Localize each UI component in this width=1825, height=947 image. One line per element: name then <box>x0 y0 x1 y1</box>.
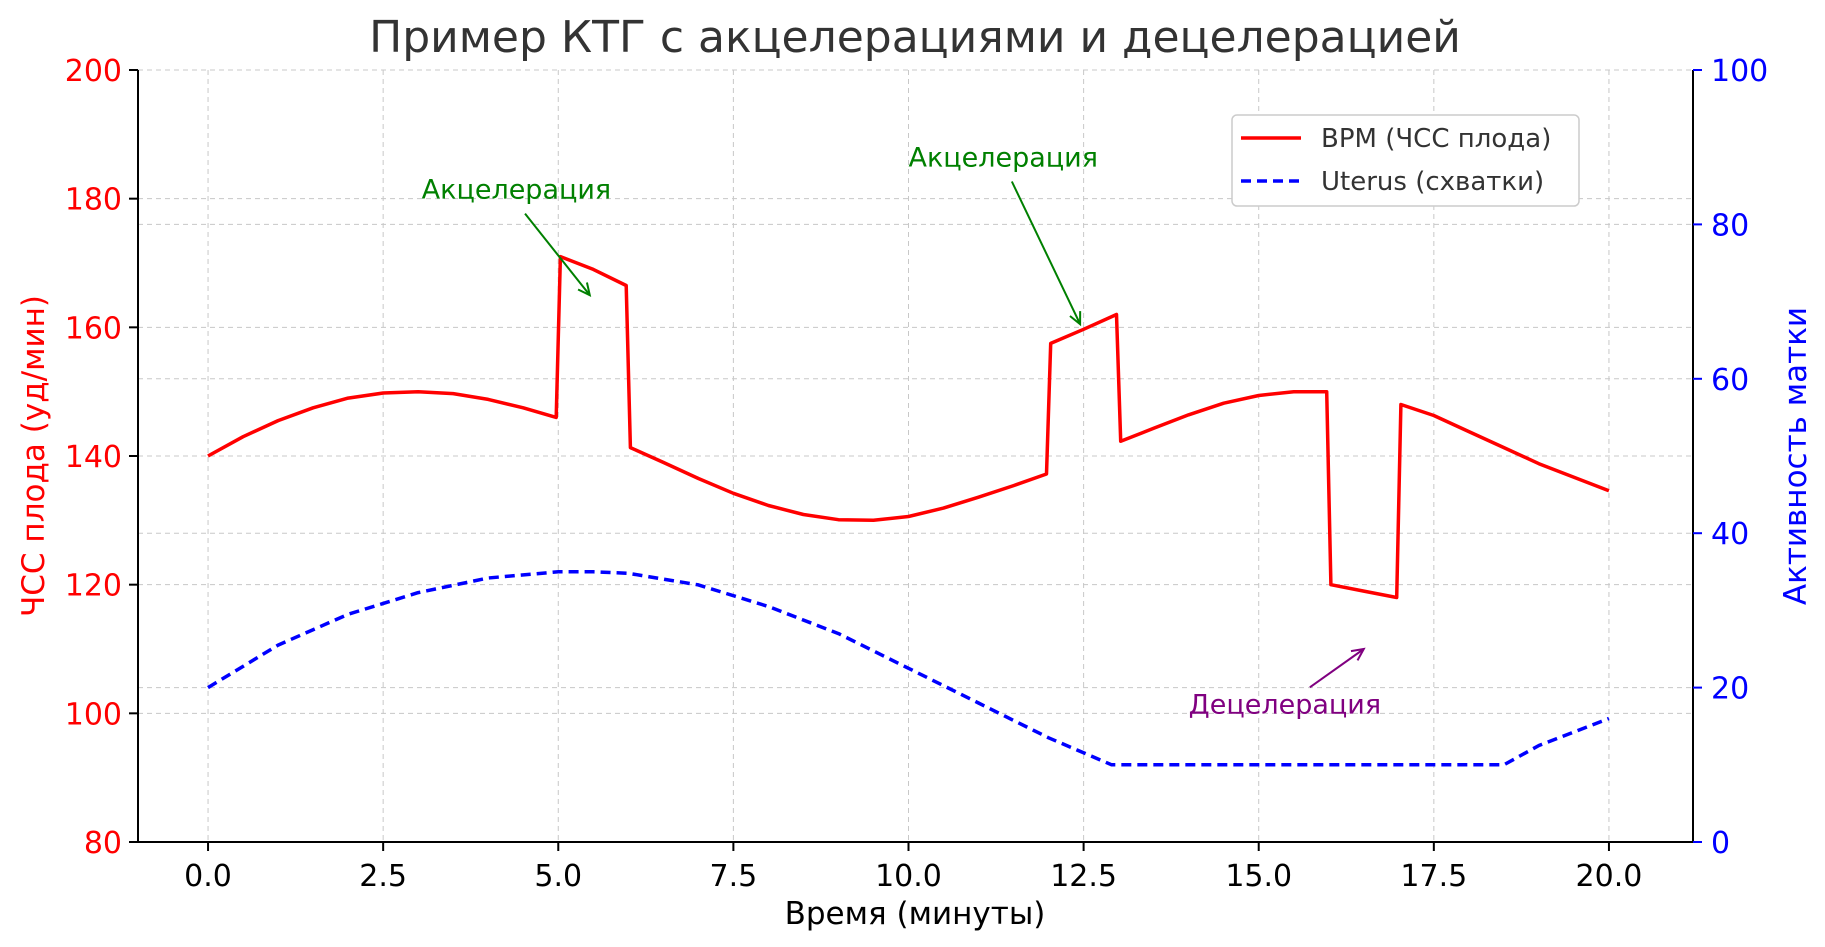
annotation-label-1: Акцелерация <box>908 143 1098 174</box>
x-tick-label: 0.0 <box>184 859 232 894</box>
x-ticks: 0.0 2.5 5.0 7.5 10.0 12.5 15.0 17.5 20.0 <box>184 842 1642 894</box>
bpm-series-line <box>207 254 1610 600</box>
x-tick-label: 12.5 <box>1050 859 1117 894</box>
left-y-axis-title: ЧСС плода (уд/мин) <box>16 295 52 617</box>
annotation-label-0: Акцелерация <box>422 175 612 206</box>
legend-label-uterus: Uterus (схватки) <box>1321 167 1544 197</box>
annotations: Акцелерация Акцелерация Децелерация <box>422 143 1381 721</box>
y-tick-label-left: 120 <box>65 569 122 604</box>
y-tick-label-right: 20 <box>1711 672 1749 707</box>
y-tick-label-left: 100 <box>65 697 122 732</box>
x-tick-label: 15.0 <box>1225 859 1292 894</box>
legend: BPM (ЧСС плода) Uterus (схватки) <box>1231 114 1580 207</box>
x-tick-label: 7.5 <box>710 859 758 894</box>
y-tick-label-left: 180 <box>65 183 122 218</box>
right-y-axis-title: Активность матки <box>1778 307 1814 605</box>
x-tick-label: 5.0 <box>534 859 582 894</box>
uterus-series-line <box>207 570 1610 767</box>
y-ticks-right: 0 20 40 60 80 100 <box>1693 54 1768 861</box>
annotation-arrowhead-0 <box>577 282 592 297</box>
legend-label-bpm: BPM (ЧСС плода) <box>1321 124 1551 154</box>
y-tick-label-left: 200 <box>65 54 122 89</box>
annotation-arrowhead-2 <box>1350 647 1366 661</box>
y-tick-label-right: 0 <box>1711 826 1730 861</box>
y-ticks-left: 80 100 120 140 160 180 200 <box>65 54 138 861</box>
y-tick-label-right: 40 <box>1711 517 1749 552</box>
annotation-arrow-2 <box>1309 648 1365 689</box>
chart-title: Пример КТГ с акцелерациями и децелерацие… <box>369 12 1461 63</box>
legend-box <box>1231 114 1580 207</box>
annotation-arrowhead-1 <box>1069 311 1082 327</box>
x-tick-label: 17.5 <box>1400 859 1467 894</box>
y-tick-label-left: 140 <box>65 440 122 475</box>
y-tick-label-left: 160 <box>65 311 122 346</box>
annotation-label-2: Децелерация <box>1189 689 1381 720</box>
plot-area <box>207 254 1610 767</box>
annotation-arrow-1 <box>1010 181 1082 325</box>
x-tick-label: 20.0 <box>1576 859 1643 894</box>
x-axis-title: Время (минуты) <box>785 896 1046 932</box>
y-tick-label-right: 60 <box>1711 363 1749 398</box>
annotation-arrow-0 <box>524 213 591 296</box>
y-tick-label-right: 80 <box>1711 208 1749 243</box>
x-tick-label: 10.0 <box>875 859 942 894</box>
y-tick-label-left: 80 <box>84 826 122 861</box>
x-tick-label: 2.5 <box>359 859 407 894</box>
y-tick-label-right: 100 <box>1711 54 1768 89</box>
